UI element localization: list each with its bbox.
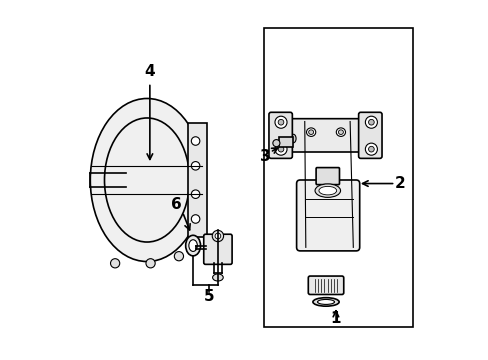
Circle shape [365,116,377,128]
Circle shape [191,162,200,170]
Text: 2: 2 [394,176,405,191]
Circle shape [278,146,283,152]
Circle shape [191,215,200,223]
Text: 1: 1 [330,311,341,327]
FancyBboxPatch shape [296,180,359,251]
Ellipse shape [318,186,336,195]
Ellipse shape [336,128,345,136]
Bar [279,138,293,147]
Circle shape [212,230,223,242]
Ellipse shape [308,130,313,134]
Text: 6: 6 [170,197,181,212]
FancyBboxPatch shape [358,112,381,158]
Circle shape [191,137,200,145]
Circle shape [174,252,183,261]
FancyBboxPatch shape [285,119,366,152]
Text: 5: 5 [203,289,214,305]
Ellipse shape [338,130,343,134]
Circle shape [272,140,279,147]
Circle shape [274,143,286,155]
Circle shape [368,120,373,125]
Circle shape [110,259,120,268]
Bar [187,123,207,237]
Ellipse shape [306,128,315,136]
Circle shape [365,143,377,155]
Text: 3: 3 [259,149,270,165]
Circle shape [274,116,286,128]
Ellipse shape [317,300,334,305]
Circle shape [368,146,373,152]
Ellipse shape [188,240,197,251]
Circle shape [145,259,155,268]
Ellipse shape [314,184,340,197]
Ellipse shape [90,99,203,261]
FancyBboxPatch shape [268,112,292,158]
FancyBboxPatch shape [307,276,343,294]
Ellipse shape [212,274,223,281]
FancyBboxPatch shape [315,168,339,185]
Circle shape [278,120,283,125]
Ellipse shape [185,235,200,256]
FancyBboxPatch shape [203,234,232,264]
Ellipse shape [312,298,339,306]
Text: 4: 4 [144,64,155,80]
Circle shape [191,190,200,198]
Circle shape [215,233,220,239]
Ellipse shape [290,134,295,143]
Bar [264,28,412,327]
